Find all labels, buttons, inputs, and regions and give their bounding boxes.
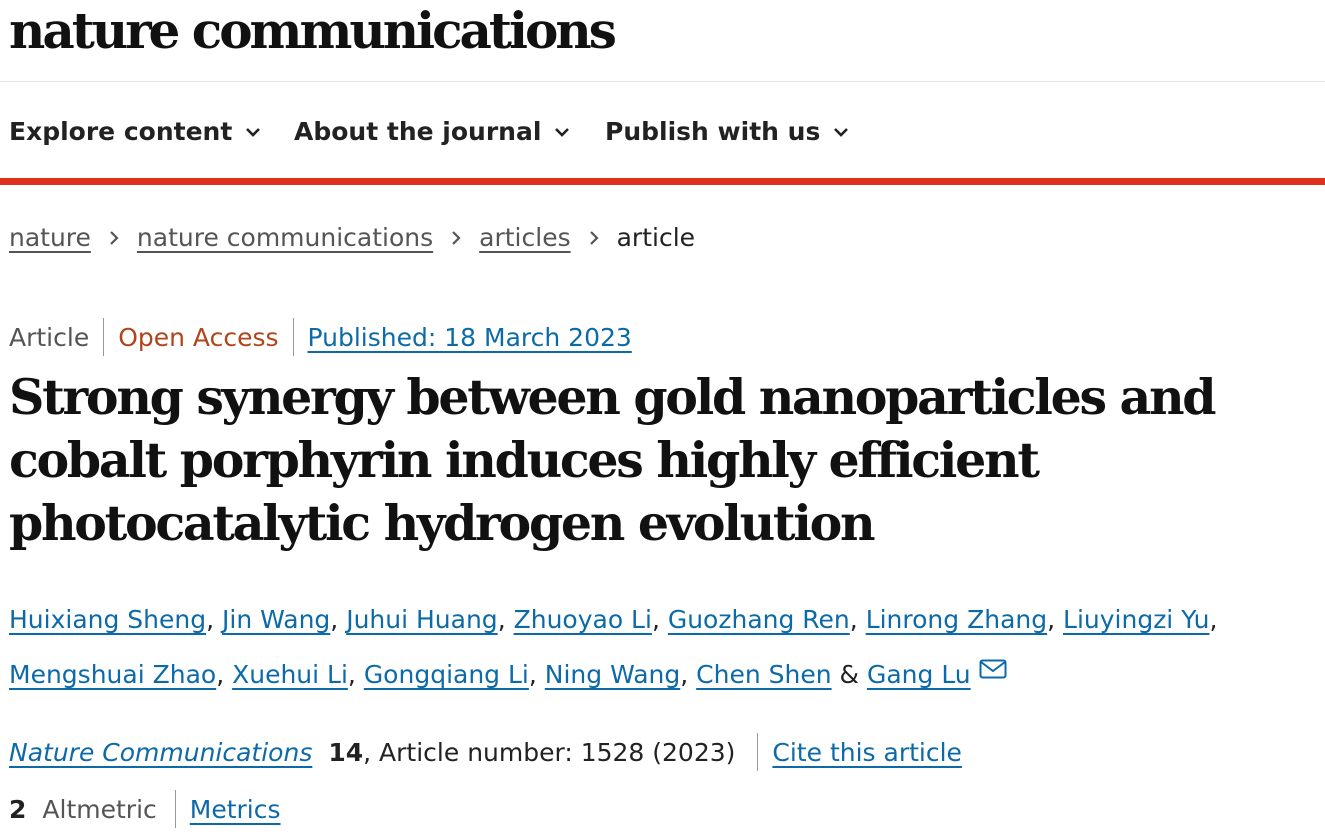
author-separator: , bbox=[216, 660, 233, 689]
published-date-link[interactable]: Published: 18 March 2023 bbox=[307, 322, 632, 352]
meta-divider bbox=[103, 318, 105, 356]
citation-line: Nature Communications 14 , Article numbe… bbox=[9, 733, 962, 771]
author-link[interactable]: Ning Wang bbox=[544, 660, 681, 689]
chevron-down-icon bbox=[834, 127, 849, 137]
nav-label: About the journal bbox=[294, 117, 542, 146]
author-link[interactable]: Huixiang Sheng bbox=[9, 605, 207, 634]
chevron-right-icon bbox=[110, 230, 119, 245]
author-link[interactable]: Juhui Huang bbox=[346, 605, 498, 634]
chevron-down-icon bbox=[555, 127, 570, 137]
author-separator: , bbox=[1209, 605, 1218, 634]
nav-publish-with-us[interactable]: Publish with us bbox=[605, 117, 850, 146]
masthead: nature communications bbox=[0, 0, 1325, 82]
article-title: Strong synergy between gold nanoparticle… bbox=[9, 368, 1217, 552]
altmetric-count: 2 bbox=[9, 794, 27, 824]
author-link[interactable]: Xuehui Li bbox=[232, 660, 348, 689]
author-link[interactable]: Zhuoyao Li bbox=[513, 605, 652, 634]
journal-logo[interactable]: nature communications bbox=[9, 1, 617, 60]
author-separator: , bbox=[497, 605, 514, 634]
volume-number: 14 bbox=[328, 737, 364, 767]
author-list: Huixiang Sheng, Jin Wang, Juhui Huang, Z… bbox=[9, 592, 1309, 702]
author-link[interactable]: Mengshuai Zhao bbox=[9, 660, 217, 689]
nav-label: Explore content bbox=[9, 117, 233, 146]
citation-divider bbox=[757, 733, 759, 771]
cite-this-article-link[interactable]: Cite this article bbox=[772, 737, 962, 767]
nav-about-the-journal[interactable]: About the journal bbox=[294, 117, 571, 146]
breadcrumb-link-nature[interactable]: nature bbox=[9, 223, 91, 252]
altmetric-label: Altmetric bbox=[42, 794, 157, 824]
meta-divider bbox=[292, 318, 294, 356]
author-link[interactable]: Jin Wang bbox=[222, 605, 331, 634]
metrics-link[interactable]: Metrics bbox=[189, 794, 281, 824]
nav-explore-content[interactable]: Explore content bbox=[9, 117, 262, 146]
author-link[interactable]: Chen Shen bbox=[696, 660, 832, 689]
author-separator: , bbox=[330, 605, 347, 634]
author-link[interactable]: Gongqiang Li bbox=[363, 660, 529, 689]
author-joiner: & bbox=[831, 660, 867, 689]
article-type: Article bbox=[9, 322, 90, 352]
author-separator: , bbox=[1047, 605, 1064, 634]
article-number: , Article number: 1528 (2023) bbox=[363, 737, 736, 767]
author-separator: , bbox=[528, 660, 545, 689]
author-link[interactable]: Guozhang Ren bbox=[667, 605, 850, 634]
breadcrumb-link-nature-communications[interactable]: nature communications bbox=[136, 223, 434, 252]
open-access-label: Open Access bbox=[118, 322, 279, 352]
journal-link[interactable]: Nature Communications bbox=[9, 737, 313, 767]
metrics-divider bbox=[174, 790, 176, 828]
chevron-down-icon bbox=[246, 127, 261, 137]
metrics-bar: 2 Altmetric Metrics bbox=[9, 790, 281, 828]
author-link[interactable]: Liuyingzi Yu bbox=[1063, 605, 1210, 634]
author-separator: , bbox=[849, 605, 866, 634]
breadcrumb: nature nature communications articles ar… bbox=[9, 223, 695, 252]
author-separator: , bbox=[347, 660, 364, 689]
author-separator: , bbox=[206, 605, 223, 634]
chevron-right-icon bbox=[452, 230, 461, 245]
article-meta: Article Open Access Published: 18 March … bbox=[9, 318, 632, 356]
breadcrumb-link-articles[interactable]: articles bbox=[479, 223, 571, 252]
accent-bar bbox=[0, 178, 1325, 185]
author-link[interactable]: Linrong Zhang bbox=[865, 605, 1048, 634]
nav-label: Publish with us bbox=[605, 117, 821, 146]
breadcrumb-current: article bbox=[616, 223, 696, 252]
envelope-icon[interactable] bbox=[979, 659, 1007, 679]
main-nav: Explore content About the journal Publis… bbox=[0, 83, 1325, 178]
author-separator: , bbox=[651, 605, 668, 634]
author-separator: , bbox=[680, 660, 697, 689]
author-link[interactable]: Gang Lu bbox=[866, 660, 971, 689]
chevron-right-icon bbox=[589, 230, 599, 245]
